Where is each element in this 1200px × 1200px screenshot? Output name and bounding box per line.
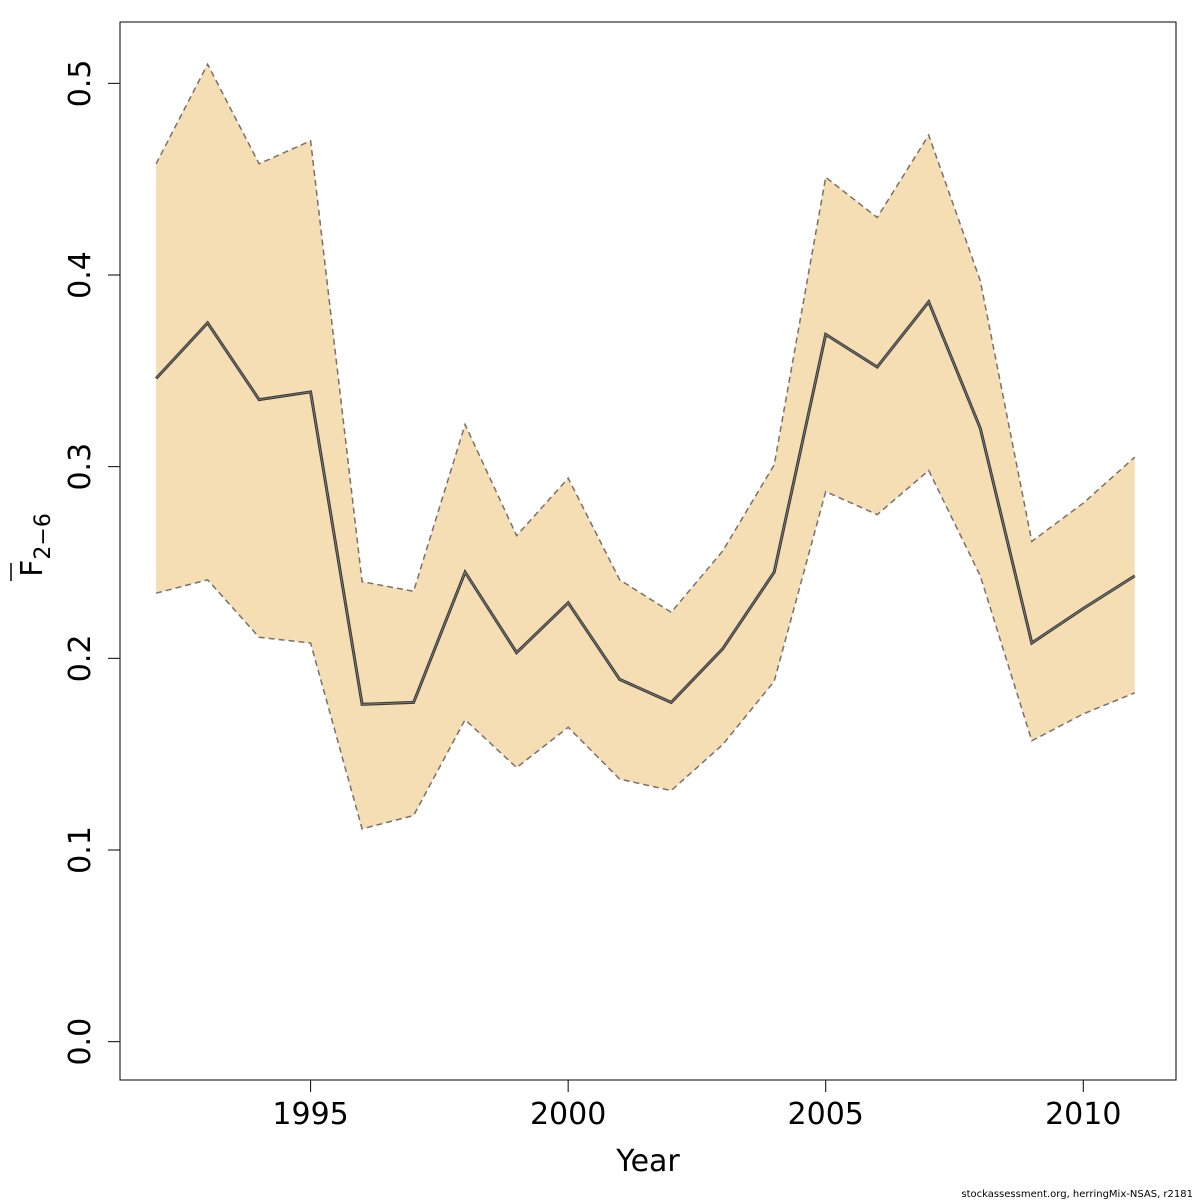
x-tick-label: 2005	[788, 1097, 864, 1132]
y-tick-label: 0.4	[63, 251, 98, 299]
y-tick-label: 0.3	[63, 443, 98, 491]
x-tick-label: 2010	[1045, 1097, 1121, 1132]
estimate-line-highlight	[155, 301, 1136, 705]
y-tick-label: 0.1	[63, 826, 98, 874]
x-tick-label: 1995	[272, 1097, 348, 1132]
y-axis: 0.0 0.1 0.2 0.3 0.4 0.5	[63, 59, 121, 1066]
y-tick-label: 0.5	[63, 59, 98, 107]
confidence-band	[156, 64, 1135, 829]
y-axis-label-sub: 2−6	[31, 513, 56, 559]
x-tick-label: 2000	[530, 1097, 606, 1132]
y-tick-label: 0.0	[63, 1018, 98, 1066]
y-axis-label-main: F	[15, 560, 50, 577]
x-axis-label: Year	[615, 1144, 680, 1179]
credit-text: stockassessment.org, herringMix-NSAS, r2…	[961, 1189, 1193, 1200]
upper-bound-line	[155, 62, 1136, 614]
svg-text:F2−6: F2−6	[15, 513, 56, 577]
estimate-line-layer	[154, 298, 1136, 706]
y-tick-label: 0.2	[63, 634, 98, 682]
lower-bound-line	[155, 469, 1136, 830]
y-axis-label: F2−6	[10, 513, 56, 581]
x-axis: 1995 2000 2005 2010	[272, 1079, 1121, 1132]
confidence-band-layer	[155, 62, 1136, 830]
